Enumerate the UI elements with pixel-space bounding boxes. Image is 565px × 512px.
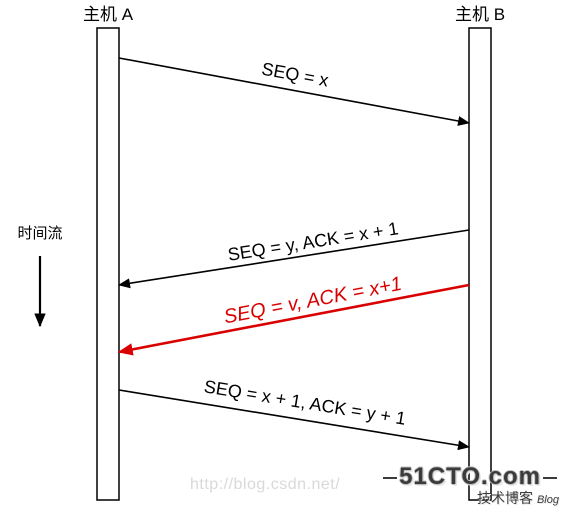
message-label-m3: SEQ = v, ACK = x+1 [222,273,404,329]
lifeline-a [97,28,119,500]
host-label-b: 主机 B [455,5,505,24]
lifeline-b [469,28,491,500]
watermark-url: http://blog.csdn.net/ [190,476,340,494]
host-label-a: 主机 A [83,5,134,24]
watermark-logo: 51CTO.com 技术博客Blog [381,465,559,506]
timeflow-label: 时间流 [17,225,62,242]
message-label-m2: SEQ = y, ACK = x + 1 [226,218,399,264]
sequence-diagram: 主机 A主机 B时间流SEQ = xSEQ = y, ACK = x + 1SE… [0,0,565,512]
